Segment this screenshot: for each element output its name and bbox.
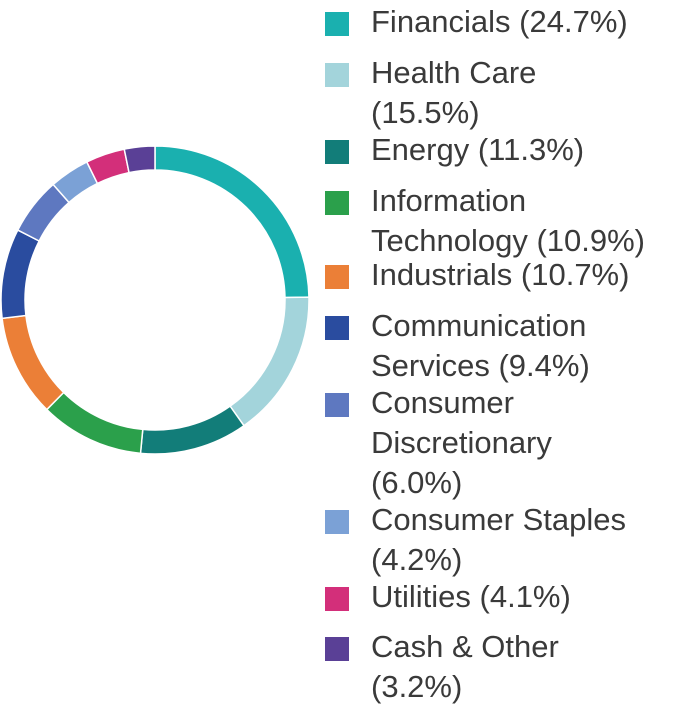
legend-swatch (325, 393, 349, 417)
donut-slice-2 (229, 296, 310, 427)
donut-slice-10 (123, 145, 156, 174)
legend-swatch (325, 510, 349, 534)
legend-swatch (325, 140, 349, 164)
donut-slice-4 (45, 391, 144, 455)
chart-legend: Financials (24.7%) Health Care (15.5%) Ene… (325, 0, 675, 725)
legend-label: Industrials (10.7%) (371, 257, 630, 292)
donut-slice-1 (154, 145, 310, 299)
legend-swatch (325, 316, 349, 340)
legend-label: Financials (24.7%) (371, 4, 628, 39)
legend-label: Energy (11.3%) (371, 132, 585, 167)
legend-swatch (325, 265, 349, 289)
donut-slice-6 (0, 229, 41, 320)
legend-label: Information Technology (10.9%) (371, 183, 645, 258)
legend-label: Consumer Staples (4.2%) (371, 502, 627, 577)
legend-swatch (325, 12, 349, 36)
legend-label: Cash & Other (3.2%) (371, 629, 559, 704)
donut-chart (0, 145, 310, 455)
legend-label: Health Care (15.5%) (371, 55, 537, 130)
legend-label: Utilities (4.1%) (371, 579, 571, 614)
legend-swatch (325, 63, 349, 87)
donut-slice-5 (1, 314, 65, 411)
legend-label: Consumer Discretionary (6.0%) (371, 385, 552, 500)
legend-swatch (325, 637, 349, 661)
legend-label: Communication Services (9.4%) (371, 308, 590, 383)
legend-swatch (325, 587, 349, 611)
donut-slice-3 (139, 405, 245, 455)
legend-swatch (325, 191, 349, 215)
